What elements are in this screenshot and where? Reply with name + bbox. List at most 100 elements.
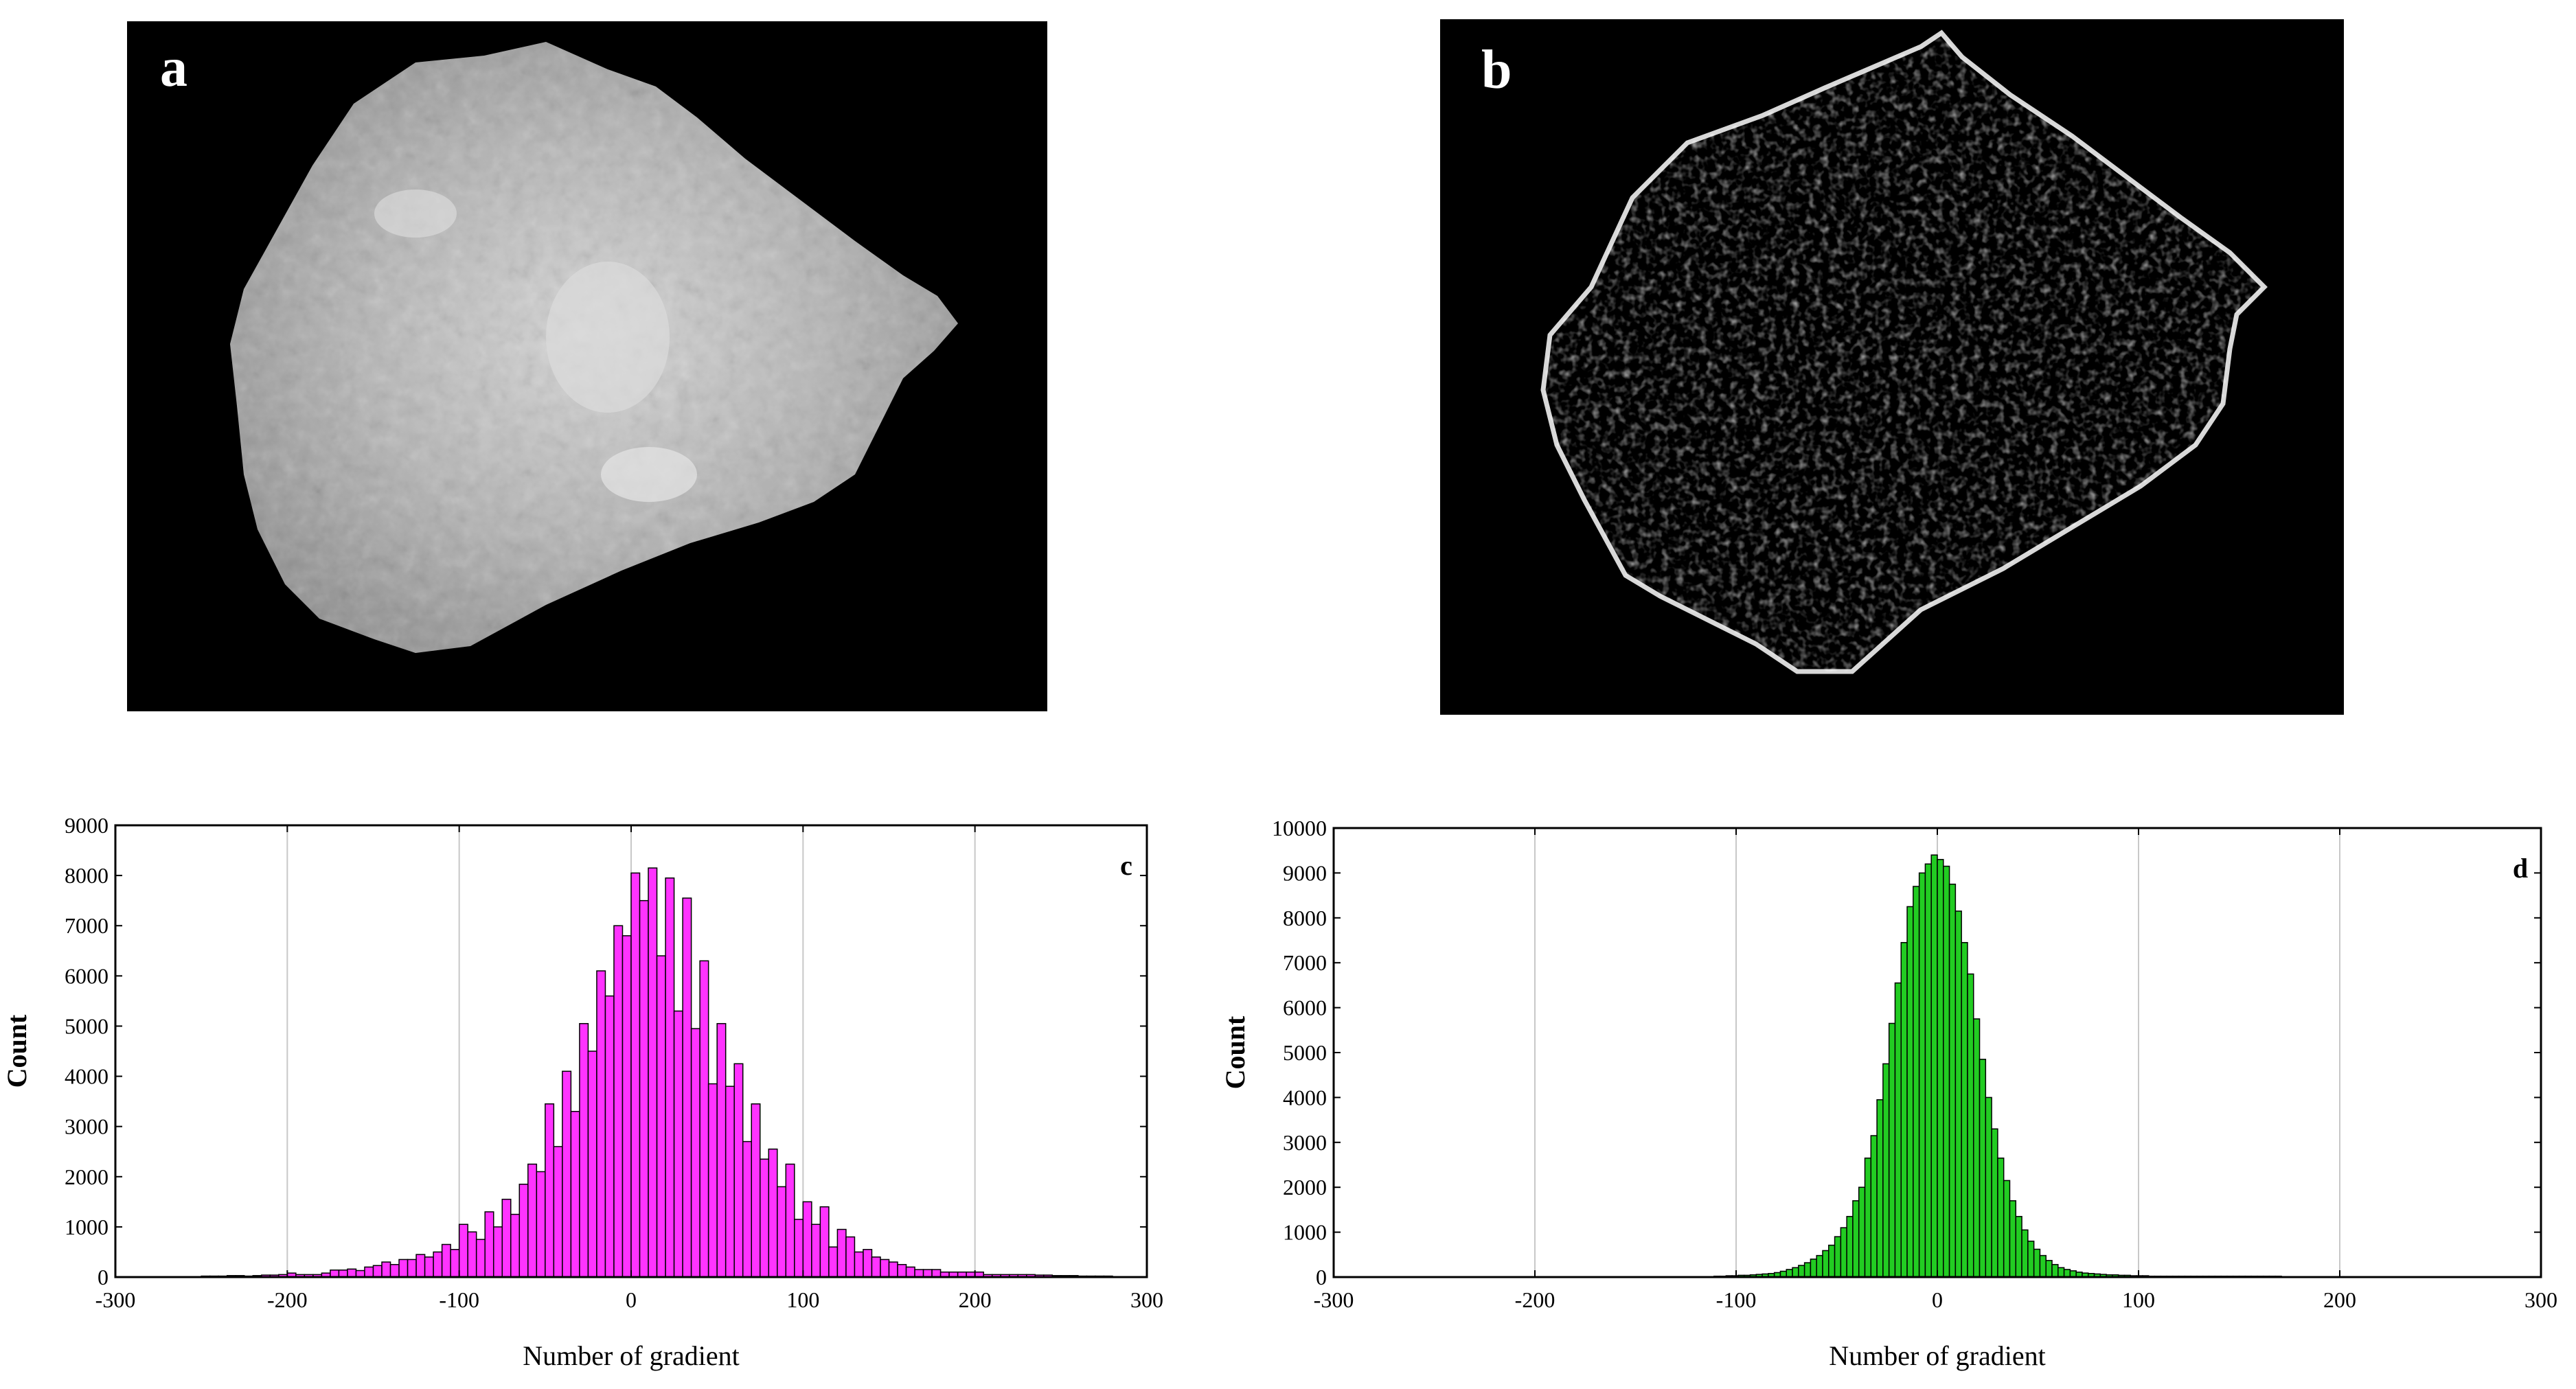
y-tick-label: 5000 <box>1283 1040 1327 1065</box>
histogram-bar <box>450 1249 460 1278</box>
particle-grayscale-illustration <box>230 42 958 653</box>
histogram-bar <box>2238 1275 2246 1278</box>
histogram-bar <box>1979 1059 1987 1278</box>
histogram-bar <box>321 1272 331 1278</box>
histogram-bar <box>819 1206 830 1278</box>
histogram-bar <box>1816 1254 1823 1278</box>
histogram-bar <box>751 1103 761 1278</box>
histogram-bar <box>1743 1274 1751 1278</box>
histogram-bar <box>338 1270 348 1278</box>
histogram-bar <box>2075 1272 2083 1278</box>
histogram-bar <box>1713 1275 1721 1278</box>
x-tick-label: -200 <box>1515 1287 1555 1312</box>
histogram-bar <box>2184 1275 2191 1278</box>
histogram-bar <box>699 960 709 1278</box>
x-axis-label-d: Number of gradient <box>1829 1340 2045 1371</box>
histogram-bar <box>948 1271 959 1278</box>
y-tick-label: 2000 <box>65 1164 109 1189</box>
panel-label-c: c <box>1120 850 1132 881</box>
y-tick-label: 8000 <box>1283 906 1327 930</box>
histogram-bar <box>1840 1227 1847 1278</box>
particle-image-a: a <box>127 21 1047 711</box>
histogram-bar <box>501 1198 512 1278</box>
x-tick-label: -200 <box>267 1287 308 1312</box>
histogram-bar <box>226 1275 236 1278</box>
y-tick-label: 7000 <box>65 913 109 938</box>
histogram-bar <box>2220 1275 2228 1278</box>
histogram-bar <box>991 1274 1001 1278</box>
histogram-bar <box>914 1269 924 1278</box>
x-tick-label: 100 <box>2122 1287 2155 1312</box>
histogram-bar <box>562 1070 572 1278</box>
histogram-bar <box>2262 1275 2270 1278</box>
histogram-bar <box>2202 1275 2210 1278</box>
histogram-bar <box>201 1275 211 1278</box>
histogram-bar <box>777 1186 787 1278</box>
y-tick-label: 2000 <box>1283 1175 1327 1199</box>
y-tick-label: 3000 <box>1283 1130 1327 1155</box>
y-tick-label: 9000 <box>1283 860 1327 885</box>
histogram-bar <box>648 867 658 1278</box>
histogram-bar <box>733 1063 744 1278</box>
histogram-bar <box>1913 886 1920 1278</box>
histogram-bar <box>235 1275 245 1278</box>
histogram-bar <box>939 1271 950 1278</box>
histogram-bar <box>1008 1274 1018 1278</box>
histogram-bar <box>244 1275 254 1278</box>
histogram-bar <box>424 1256 434 1278</box>
y-tick-label: 5000 <box>65 1013 109 1038</box>
x-tick-label: 200 <box>959 1287 992 1312</box>
y-axis-label-c: Count <box>1 1014 32 1088</box>
histogram-bar <box>355 1270 365 1278</box>
y-ticks-d: 0 1000 2000 3000 4000 5000 6000 7000 8000 9000 100… <box>1272 816 2541 1289</box>
histogram-bar <box>1095 1275 1105 1278</box>
histogram-bar <box>2112 1274 2119 1278</box>
y-ticks-c: 0 1000 2000 3000 4000 5000 6000 7000 8000 9000 <box>65 813 1147 1289</box>
plot-frame-c <box>114 824 1148 1278</box>
histogram-bar <box>269 1274 280 1278</box>
x-tick-label: -300 <box>95 1287 136 1312</box>
panel-label-a: a <box>160 38 187 98</box>
x-tick-label: 0 <box>626 1287 637 1312</box>
histogram-bar <box>1888 1022 1896 1278</box>
histogram-bar <box>1103 1275 1113 1278</box>
histogram-bar <box>1768 1273 1775 1278</box>
histogram-bar <box>2009 1200 2017 1278</box>
grid-lines-c <box>286 825 976 1277</box>
histogram-bar <box>2147 1275 2156 1278</box>
histogram-bar <box>905 1266 915 1278</box>
x-tick-label: 200 <box>2323 1287 2356 1312</box>
histogram-bar <box>1749 1274 1757 1278</box>
histogram-bar <box>1026 1274 1036 1278</box>
histogram-bar <box>2208 1275 2216 1278</box>
histogram-bar <box>484 1211 494 1278</box>
histogram-bar <box>467 1231 477 1278</box>
histogram-bar <box>1051 1275 1062 1278</box>
histogram-bar <box>1822 1250 1830 1278</box>
histogram-bar <box>1762 1273 1769 1278</box>
histogram-bar <box>880 1259 890 1278</box>
histogram-bar <box>2069 1270 2077 1278</box>
histogram-bar <box>1069 1275 1079 1278</box>
histogram-bar <box>2142 1275 2150 1278</box>
histogram-bar <box>1870 1135 1878 1278</box>
histogram-bar <box>475 1239 486 1278</box>
histogram-bar <box>2106 1274 2113 1278</box>
histogram-bar <box>957 1271 967 1278</box>
histogram-bar <box>1060 1275 1071 1278</box>
histogram-bar <box>304 1274 314 1278</box>
particle-edge-illustration <box>1540 30 2268 674</box>
histogram-bar <box>1985 1097 1992 1278</box>
histogram-bar <box>828 1246 839 1278</box>
histogram-bar <box>579 1023 589 1278</box>
histogram-bar <box>261 1274 271 1278</box>
histogram-bar <box>2172 1275 2180 1278</box>
histogram-bar <box>2232 1275 2240 1278</box>
x-tick-label: -300 <box>1314 1287 1354 1312</box>
histogram-bar <box>1000 1274 1010 1278</box>
histogram-bar <box>785 1163 795 1278</box>
x-tick-label: 100 <box>786 1287 819 1312</box>
histogram-bar <box>587 1051 597 1278</box>
histogram-bar <box>630 872 641 1278</box>
histogram-bar <box>2244 1275 2252 1278</box>
